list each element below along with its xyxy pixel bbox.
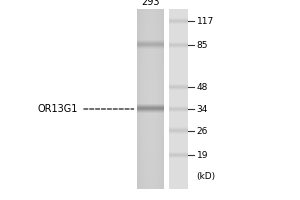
Text: 19: 19 [196, 150, 208, 160]
Text: 34: 34 [196, 104, 208, 114]
Text: 26: 26 [196, 127, 208, 136]
Text: OR13G1: OR13G1 [38, 104, 78, 114]
Text: 48: 48 [196, 83, 208, 92]
Text: 117: 117 [196, 17, 214, 25]
Text: 85: 85 [196, 40, 208, 49]
Text: (kD): (kD) [196, 172, 216, 182]
Text: 293: 293 [141, 0, 159, 7]
